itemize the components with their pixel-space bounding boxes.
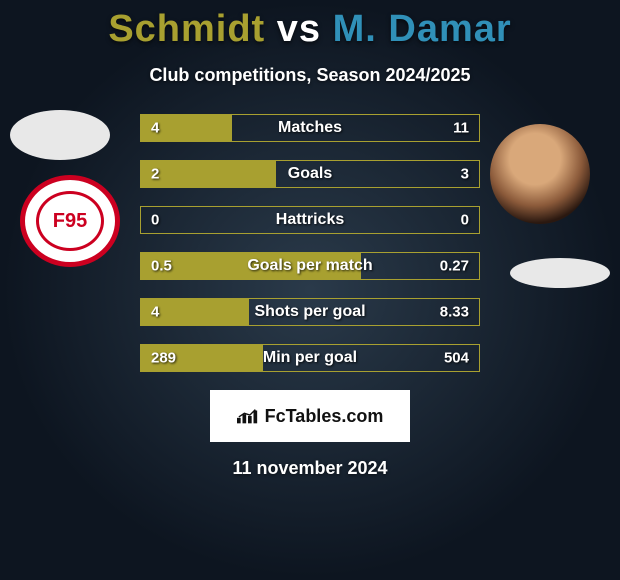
stat-right-value: 504 (444, 350, 469, 367)
stats-bars: 4 Matches 11 2 Goals 3 0 Hattricks 0 0.5 Goals per… (140, 114, 480, 372)
stat-label: Min per goal (263, 349, 357, 367)
stat-left-value: 2 (151, 166, 159, 183)
stat-left-value: 0.5 (151, 258, 172, 275)
stat-label: Goals (288, 165, 332, 183)
comparison-title: Schmidt vs M. Damar (0, 0, 620, 51)
stat-right-value: 8.33 (440, 304, 469, 321)
stat-label: Shots per goal (254, 303, 365, 321)
player1-name: Schmidt (108, 8, 265, 50)
stat-bar: 4 Matches 11 (140, 114, 480, 142)
vs-text: vs (277, 8, 321, 50)
stat-bar: 289 Min per goal 504 (140, 344, 480, 372)
stat-bar: 0 Hattricks 0 (140, 206, 480, 234)
subtitle: Club competitions, Season 2024/2025 (0, 65, 620, 86)
stat-bar: 0.5 Goals per match 0.27 (140, 252, 480, 280)
stat-label: Goals per match (247, 257, 372, 275)
chart-icon (237, 408, 259, 424)
stat-bar: 4 Shots per goal 8.33 (140, 298, 480, 326)
stat-right-value: 3 (461, 166, 469, 183)
stat-left-value: 4 (151, 120, 159, 137)
stat-right-value: 0.27 (440, 258, 469, 275)
stat-bar: 2 Goals 3 (140, 160, 480, 188)
stat-left-value: 289 (151, 350, 176, 367)
stat-left-value: 4 (151, 304, 159, 321)
source-badge: FcTables.com (210, 390, 410, 442)
player2-name: M. Damar (333, 8, 512, 50)
stat-bar-fill (141, 161, 276, 187)
stat-label: Matches (278, 119, 342, 137)
stat-left-value: 0 (151, 212, 159, 229)
stat-right-value: 11 (453, 120, 469, 137)
badge-text: FcTables.com (265, 406, 384, 427)
stats-container: 4 Matches 11 2 Goals 3 0 Hattricks 0 0.5 Goals per… (0, 114, 620, 372)
stat-label: Hattricks (276, 211, 344, 229)
date-text: 11 november 2024 (0, 458, 620, 479)
stat-right-value: 0 (461, 212, 469, 229)
